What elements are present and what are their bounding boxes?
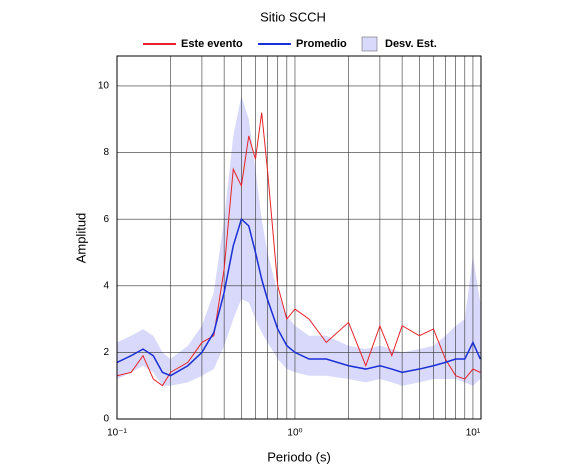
- y-tick-label: 6: [103, 214, 109, 225]
- legend-swatch: [361, 36, 378, 52]
- x-axis-label: Periodo (s): [267, 449, 331, 464]
- x-tick-label: 10¹: [466, 428, 481, 439]
- y-tick-label: 0: [103, 414, 109, 425]
- std-band: [117, 95, 481, 386]
- y-axis-label: Amplitud: [73, 213, 88, 264]
- legend-label: Desv. Est.: [385, 38, 437, 50]
- plot-frame: [116, 55, 482, 420]
- series-line: [116, 217, 481, 377]
- y-tick-label: 10: [98, 81, 110, 92]
- y-tick-label: 2: [103, 347, 109, 358]
- y-tick-label: 8: [103, 147, 109, 158]
- chart-title: Sitio SCCH: [260, 9, 326, 24]
- y-tick-label: 4: [103, 280, 109, 291]
- legend-label: Promedio: [296, 38, 347, 50]
- x-tick-label: 10⁻¹: [107, 428, 127, 439]
- legend-label: Este evento: [181, 38, 243, 50]
- series-line: [116, 112, 481, 387]
- x-tick-label: 10⁰: [287, 428, 302, 439]
